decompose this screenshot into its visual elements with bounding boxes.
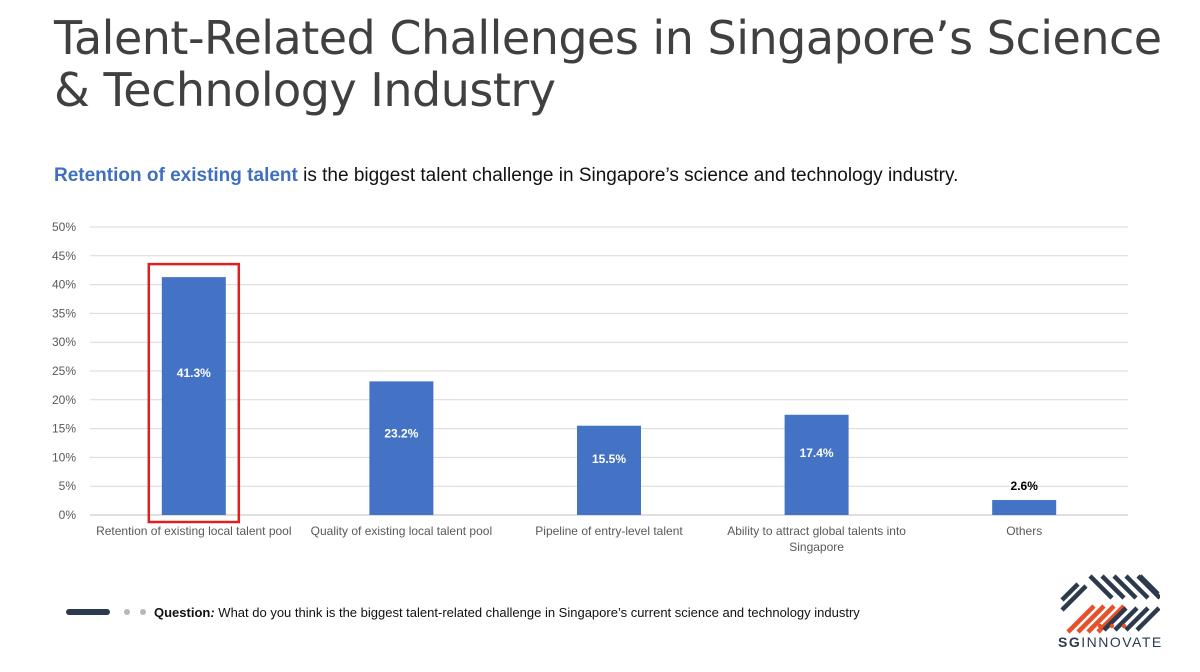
x-category-label: Retention of existing local talent pool [96,524,291,538]
question-label: Question [154,604,211,620]
logo-stroke [1086,604,1116,634]
footer-dot-decoration [140,609,146,615]
y-tick-label: 25% [52,364,76,378]
logo-dot [1097,623,1103,629]
logo-stroke [1096,604,1126,634]
highlight-box [147,262,241,524]
logo-stroke [1060,584,1088,612]
logo-stroke [1135,606,1160,632]
y-tick-label: 10% [52,450,76,464]
logo-stroke [1102,606,1128,632]
page-title: Talent-Related Challenges in Singapore’s… [54,11,1162,117]
subtitle-highlight: Retention of existing talent [54,165,298,186]
logo-stroke [1088,574,1114,600]
data-label: 15.5% [592,452,626,466]
logo-stroke [1124,574,1150,600]
bar [577,425,641,515]
bar [784,414,849,515]
y-tick-label: 50% [52,220,76,234]
y-tick-label: 45% [52,249,76,263]
logo-wordmark: SGINNOVATE [1058,634,1162,650]
y-tick-label: 20% [52,393,76,407]
sginnovate-logo-icon [1060,574,1160,634]
logo-dot [1121,623,1127,629]
footer-bar-decoration [66,609,110,615]
question-colon: : [210,604,215,620]
x-category-label: Singapore [789,540,844,554]
logo-stroke [1138,574,1160,596]
y-tick-label: 15% [52,422,76,436]
logo-stroke [1113,606,1139,632]
y-tick-label: 5% [59,479,77,493]
logo-dot [1109,623,1115,629]
logo-text-sg: SG [1058,634,1082,650]
logo-stroke [1066,604,1096,634]
bar [992,500,1057,515]
logo-stroke [1124,606,1150,632]
footer-question: Question: What do you think is the bigge… [66,600,860,624]
bar-chart: 0% 5% 10% 15% 20% 25% 30% 35% 40% 45% 50% 41.3% Rete… [52,220,1128,554]
x-category-label: Others [1006,524,1042,538]
logo-text-innovate: INNOVATE [1081,634,1163,650]
data-label: 23.2% [384,426,418,440]
bar [369,381,434,515]
x-category-label: Pipeline of entry-level talent [535,524,683,538]
logo-stroke [1076,604,1106,634]
y-tick-label: 35% [52,306,76,320]
logo-stroke [1112,574,1138,600]
subtitle-text: is the biggest talent challenge in Singa… [297,165,959,186]
data-label: 17.4% [800,446,834,460]
x-category-label: Quality of existing local talent pool [311,524,492,538]
logo-stroke [1060,582,1080,602]
bar [161,277,226,515]
footer-dot-decoration [124,609,130,615]
logo-stroke [1100,574,1126,600]
y-tick-label: 40% [52,278,76,292]
data-label: 2.6% [1011,479,1039,493]
y-tick-label: 0% [59,508,77,522]
question-text: Question: What do you think is the bigge… [154,605,860,620]
question-body: What do you think is the biggest talent-… [214,604,860,620]
y-tick-label: 30% [52,335,76,349]
chart-subtitle: Retention of existing talent is the bigg… [54,165,1154,187]
data-label: 41.3% [177,366,211,380]
x-category-label: Ability to attract global talents into [727,524,906,538]
